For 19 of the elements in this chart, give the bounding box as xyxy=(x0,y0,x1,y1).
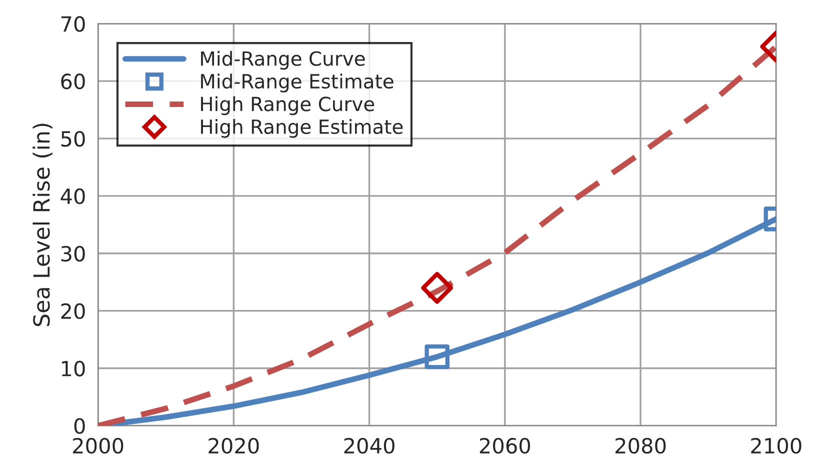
x-tick-label: 2080 xyxy=(616,438,666,454)
legend-label: High Range Estimate xyxy=(201,118,403,138)
legend-label: High Range Curve xyxy=(201,96,374,116)
x-tick-label: 2040 xyxy=(344,438,394,454)
y-tick-label: 20 xyxy=(61,303,85,320)
y-tick-label: 70 xyxy=(61,16,85,32)
legend-label: Mid-Range Curve xyxy=(201,50,365,70)
x-tick-label: 2060 xyxy=(480,438,530,454)
y-tick-label: 60 xyxy=(61,74,85,90)
y-tick-label: 0 xyxy=(74,418,85,434)
y-tick-label: 50 xyxy=(61,130,85,147)
x-tick-label: 2020 xyxy=(208,438,259,454)
y-tick-label: 30 xyxy=(61,246,85,262)
x-tick-label: 2000 xyxy=(73,438,124,454)
y-tick-label: 10 xyxy=(62,360,85,376)
y-tick-label: 40 xyxy=(60,188,85,204)
y-axis-title: Sea Level Rise (in) xyxy=(32,124,52,326)
legend-label: Mid-Range Estimate xyxy=(201,74,394,92)
x-tick-label: 2100 xyxy=(751,438,802,454)
